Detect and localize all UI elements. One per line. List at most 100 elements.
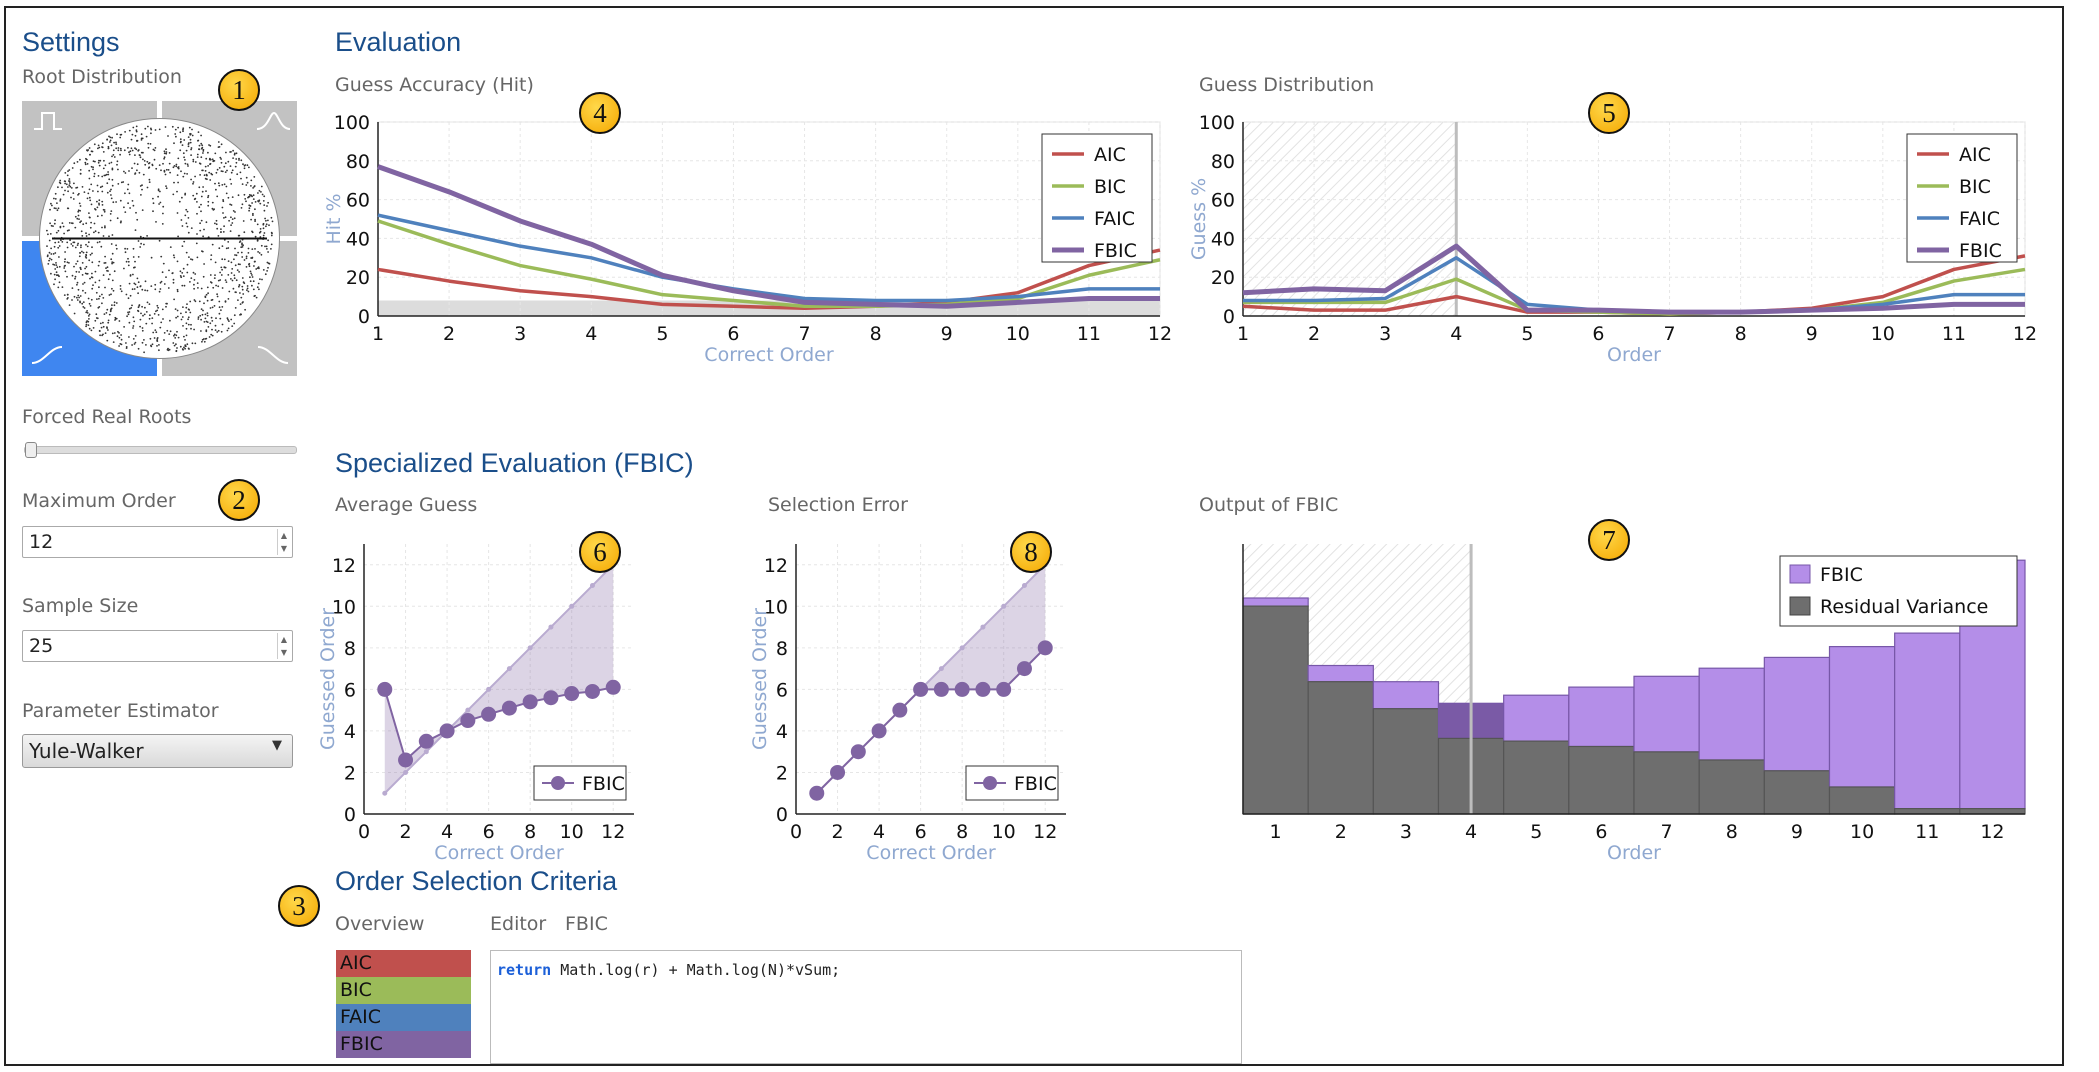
x-axis-title: Correct Order bbox=[704, 344, 834, 366]
root-dot bbox=[62, 193, 65, 196]
root-dot bbox=[78, 255, 81, 258]
root-dot bbox=[140, 139, 143, 141]
root-dot bbox=[182, 175, 185, 178]
root-dot bbox=[182, 267, 185, 270]
root-dot bbox=[172, 193, 175, 196]
root-dot bbox=[98, 279, 101, 282]
root-dot bbox=[172, 254, 175, 257]
root-dot bbox=[250, 185, 252, 187]
root-dot bbox=[262, 227, 265, 230]
root-dot bbox=[197, 287, 199, 289]
chevron-down-icon: ▼ bbox=[272, 738, 282, 753]
root-dot bbox=[220, 143, 223, 146]
root-dot bbox=[223, 225, 226, 228]
root-dot bbox=[132, 325, 135, 327]
criterion-aic[interactable]: AIC bbox=[336, 950, 471, 977]
root-dot bbox=[82, 283, 84, 285]
criterion-fbic[interactable]: FBIC bbox=[336, 1031, 471, 1058]
root-dot bbox=[229, 203, 232, 206]
root-dot bbox=[98, 241, 101, 243]
root-dot bbox=[74, 275, 77, 278]
root-dot bbox=[99, 322, 102, 325]
root-dot bbox=[201, 144, 204, 147]
criterion-code-editor[interactable]: return Math.log(r) + Math.log(N)*vSum; bbox=[490, 950, 1242, 1064]
root-distribution-picker[interactable] bbox=[22, 101, 297, 376]
forced-real-roots-knob[interactable] bbox=[25, 442, 37, 458]
bar-residual-variance bbox=[1959, 808, 2026, 815]
root-dot bbox=[76, 244, 79, 247]
root-dot bbox=[144, 306, 146, 309]
root-dot bbox=[99, 159, 102, 162]
root-dot bbox=[214, 182, 216, 185]
maximum-order-spinner[interactable]: ▲ ▼ bbox=[277, 529, 290, 555]
root-dot bbox=[96, 200, 98, 203]
data-point-fbic bbox=[522, 694, 538, 710]
root-dot bbox=[227, 298, 230, 300]
parameter-estimator-select[interactable]: Yule-Walker ▼ bbox=[22, 734, 293, 768]
x-tick-label: 4 bbox=[1465, 821, 1477, 843]
sample-size-input[interactable]: 25 ▲ ▼ bbox=[22, 630, 293, 662]
root-dot bbox=[136, 169, 138, 172]
root-dot bbox=[56, 202, 58, 204]
root-dot bbox=[115, 317, 118, 320]
root-dot bbox=[112, 341, 115, 343]
forced-real-roots-slider[interactable] bbox=[24, 446, 297, 454]
root-dot bbox=[112, 201, 115, 204]
root-dot bbox=[205, 320, 208, 323]
root-dot bbox=[248, 204, 251, 207]
criterion-bic[interactable]: BIC bbox=[336, 977, 471, 1004]
root-dot bbox=[49, 222, 51, 225]
root-dot bbox=[231, 222, 234, 224]
root-dot bbox=[130, 307, 133, 309]
root-dot bbox=[200, 195, 203, 198]
root-dot bbox=[93, 231, 95, 234]
root-dot bbox=[250, 272, 253, 275]
bar-residual-variance bbox=[1503, 740, 1570, 815]
tab-fbic[interactable]: FBIC bbox=[565, 913, 608, 935]
maximum-order-input[interactable]: 12 ▲ ▼ bbox=[22, 526, 293, 558]
x-tick-label: 10 bbox=[992, 821, 1016, 843]
root-dot bbox=[167, 349, 170, 352]
root-dot bbox=[252, 198, 255, 200]
root-dot bbox=[154, 129, 157, 131]
forced-real-roots-label: Forced Real Roots bbox=[22, 406, 192, 428]
root-dot bbox=[88, 313, 91, 316]
root-dot bbox=[119, 221, 122, 224]
root-dot bbox=[64, 189, 66, 192]
root-dot bbox=[230, 183, 233, 185]
root-dot bbox=[133, 282, 136, 285]
root-dot bbox=[72, 192, 75, 194]
root-dot bbox=[201, 190, 204, 193]
root-dot bbox=[126, 315, 128, 318]
root-dot bbox=[89, 277, 91, 280]
root-dot bbox=[200, 134, 203, 137]
root-dot bbox=[59, 182, 62, 185]
root-dot bbox=[243, 282, 246, 285]
root-dot bbox=[205, 190, 207, 192]
root-dot bbox=[162, 205, 165, 208]
root-dot bbox=[227, 318, 229, 321]
root-dot bbox=[175, 165, 178, 168]
root-dot bbox=[218, 146, 221, 148]
root-dot bbox=[239, 240, 242, 243]
tab-editor[interactable]: Editor bbox=[490, 913, 547, 935]
criterion-faic[interactable]: FAIC bbox=[336, 1004, 471, 1031]
root-dot bbox=[111, 262, 113, 265]
sample-size-spinner[interactable]: ▲ ▼ bbox=[277, 633, 290, 659]
root-dot bbox=[173, 344, 176, 347]
root-dot bbox=[85, 311, 88, 314]
root-dot bbox=[70, 222, 73, 224]
root-dot bbox=[84, 267, 86, 270]
root-dot bbox=[120, 149, 122, 152]
root-dot bbox=[119, 288, 122, 290]
root-dot bbox=[52, 225, 54, 227]
root-dot bbox=[116, 133, 118, 136]
root-dot bbox=[132, 338, 135, 340]
root-dot bbox=[216, 195, 219, 198]
root-dot bbox=[108, 313, 111, 316]
root-dot bbox=[245, 176, 248, 179]
root-dot bbox=[187, 165, 189, 167]
root-dot bbox=[220, 266, 223, 269]
x-tick-label: 12 bbox=[1033, 821, 1057, 843]
